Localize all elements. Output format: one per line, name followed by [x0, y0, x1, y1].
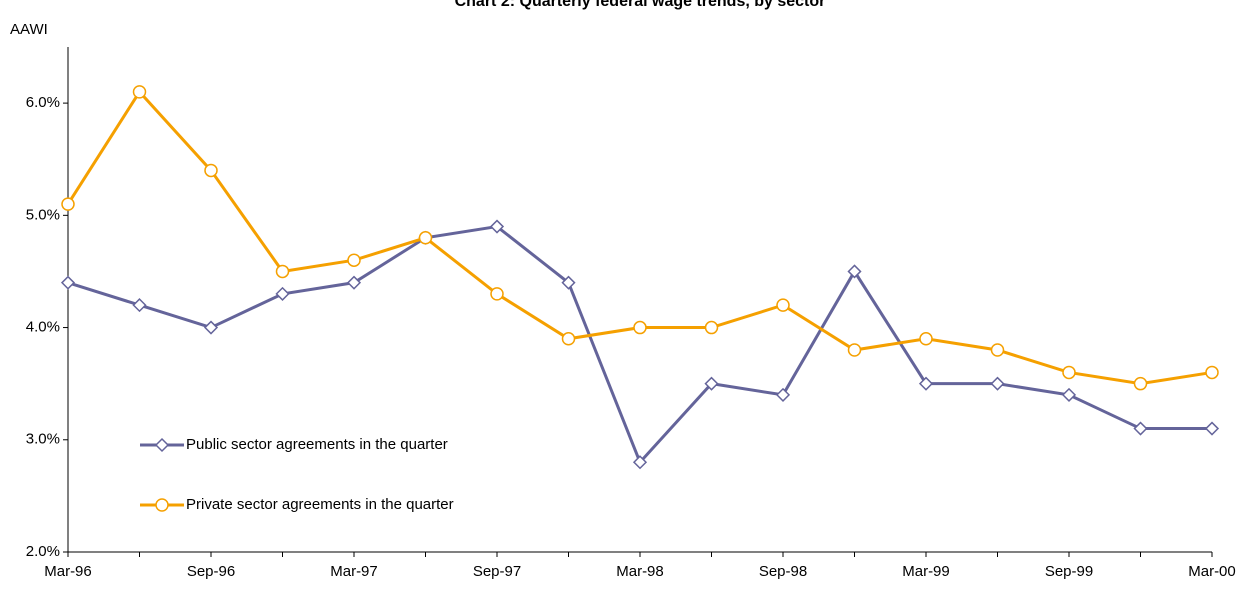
data-point	[203, 320, 219, 335]
data-point	[275, 264, 290, 279]
x-tick-label: Sep-98	[759, 563, 807, 580]
data-point	[132, 85, 147, 99]
data-point	[61, 197, 75, 211]
data-point	[704, 376, 719, 391]
x-tick-label: Mar-96	[44, 563, 92, 580]
y-tick-label: 2.0%	[26, 543, 60, 560]
series-line	[67, 224, 1212, 466]
chart-title: Chart 2: Quarterly federal wage trends, …	[455, 0, 826, 10]
data-point	[275, 286, 290, 301]
legend-label: Private sector agreements in the quarter	[186, 496, 454, 513]
data-point	[132, 298, 147, 313]
legend-marker	[155, 498, 169, 512]
data-point	[704, 320, 719, 335]
data-point	[775, 387, 791, 402]
x-tick-label: Mar-97	[330, 563, 378, 580]
data-point	[204, 163, 218, 178]
x-tick-label: Mar-98	[616, 563, 664, 580]
data-point	[632, 455, 648, 470]
data-point	[60, 275, 76, 290]
data-point	[990, 343, 1005, 357]
data-point	[561, 275, 576, 290]
data-point	[918, 376, 934, 391]
data-point	[1062, 365, 1076, 380]
data-point	[847, 343, 862, 357]
data-point	[1133, 421, 1148, 436]
data-point	[489, 219, 505, 234]
y-tick-label: 6.0%	[26, 94, 60, 111]
series-line	[66, 89, 1213, 386]
x-tick-label: Sep-99	[1045, 563, 1093, 580]
data-point	[1205, 365, 1219, 380]
legend-label: Public sector agreements in the quarter	[186, 436, 448, 453]
data-point	[1133, 376, 1148, 391]
x-tick-label: Sep-97	[473, 563, 521, 580]
data-point	[1061, 387, 1077, 402]
data-point	[919, 332, 933, 346]
data-point	[418, 231, 433, 245]
y-tick-label: 5.0%	[26, 206, 60, 223]
y-tick-label: 4.0%	[26, 319, 60, 336]
x-tick-label: Mar-00	[1188, 563, 1236, 580]
legend-marker	[154, 437, 170, 453]
y-axis-label: AAWI	[10, 21, 48, 38]
data-point	[633, 320, 647, 335]
data-point	[776, 298, 790, 312]
x-tick-label: Mar-99	[902, 563, 950, 580]
data-point	[561, 332, 576, 346]
data-point	[1204, 421, 1220, 436]
y-tick-label: 3.0%	[26, 431, 60, 448]
data-point	[990, 376, 1005, 391]
data-point	[847, 264, 862, 279]
x-tick-label: Sep-96	[187, 563, 235, 580]
data-point	[347, 253, 361, 267]
data-point	[346, 275, 362, 290]
data-point	[490, 287, 504, 301]
